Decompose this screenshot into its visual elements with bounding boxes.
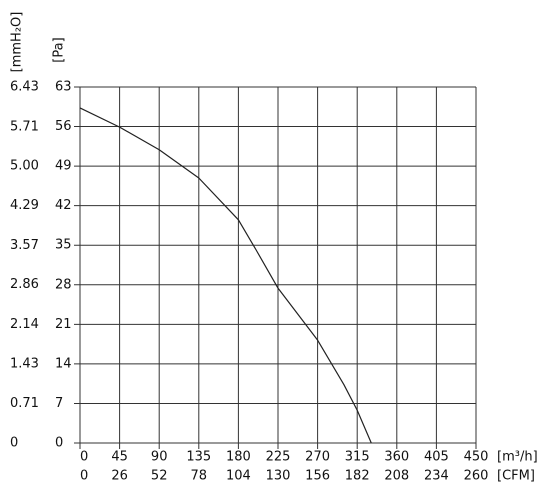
- x2-tick-label: 26: [111, 469, 128, 484]
- y2-tick-label: 2.86: [10, 277, 39, 292]
- y2-tick-label: 6.43: [10, 80, 39, 95]
- y-tick-label: 7: [55, 396, 63, 411]
- y-tick-label: 63: [55, 80, 72, 95]
- y2-tick-label: 4.29: [10, 198, 39, 213]
- x2-tick-label: 104: [226, 469, 251, 484]
- x2-tick-label: 260: [464, 469, 489, 484]
- curve: [79, 107, 372, 444]
- y-tick-label: 0: [55, 436, 63, 451]
- y-tick-label: 14: [55, 356, 72, 371]
- x2-tick-label: 0: [80, 469, 88, 484]
- y-tick-label: 49: [55, 159, 72, 174]
- y-tick-label: 35: [55, 238, 72, 253]
- x-tick-label: 0: [80, 450, 88, 465]
- y2-tick-label: 2.14: [10, 317, 39, 332]
- x-tick-label: 180: [226, 450, 251, 465]
- x2-axis-label: [CFM]: [497, 469, 535, 484]
- x2-tick-label: 52: [151, 469, 168, 484]
- x-tick-label: 270: [305, 450, 330, 465]
- x-tick-label: 45: [111, 450, 128, 465]
- x2-tick-label: 78: [191, 469, 208, 484]
- x2-tick-label: 156: [305, 469, 330, 484]
- y-tick-label: 28: [55, 277, 72, 292]
- y-tick-label: 42: [55, 198, 72, 213]
- y2-tick-label: 0.71: [10, 396, 39, 411]
- y-tick-label: 56: [55, 119, 72, 134]
- y2-tick-label: 5.71: [10, 119, 39, 134]
- y2-tick-label: 1.43: [10, 356, 39, 371]
- x-tick-label: 450: [464, 450, 489, 465]
- y2-tick-label: 0: [10, 436, 18, 451]
- y2-axis-label: [mmH₂O]: [10, 12, 25, 73]
- x-tick-label: 90: [151, 450, 168, 465]
- x2-tick-label: 208: [384, 469, 409, 484]
- y2-tick-label: 5.00: [10, 159, 39, 174]
- x-tick-label: 360: [384, 450, 409, 465]
- y2-tick-label: 3.57: [10, 238, 39, 253]
- y-tick-label: 21: [55, 317, 72, 332]
- x2-tick-label: 234: [424, 469, 449, 484]
- x2-tick-label: 182: [345, 469, 370, 484]
- x2-tick-label: 130: [266, 469, 291, 484]
- y-axis-label: [Pa]: [52, 37, 67, 62]
- x-tick-label: 405: [424, 450, 449, 465]
- x-tick-label: 315: [345, 450, 370, 465]
- x-axis-label: [m³/h]: [497, 450, 538, 465]
- x-tick-label: 135: [186, 450, 211, 465]
- x-tick-label: 225: [266, 450, 291, 465]
